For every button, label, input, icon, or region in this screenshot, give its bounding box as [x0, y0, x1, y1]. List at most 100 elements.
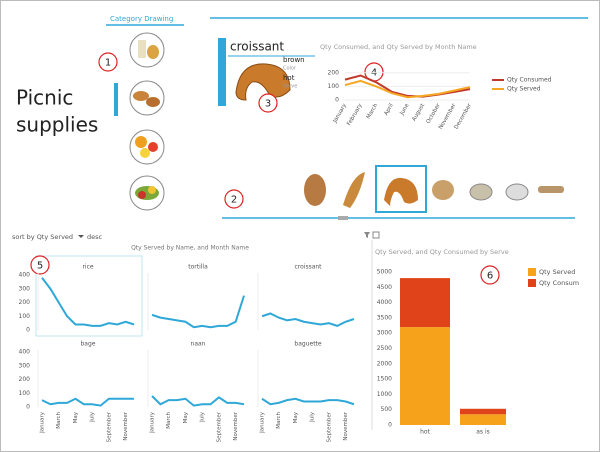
- line: [41, 277, 135, 327]
- x-tick-label: May: [73, 411, 79, 423]
- line: [344, 79, 471, 99]
- y-tick-label: 5000: [377, 269, 392, 276]
- filter-icon[interactable]: [364, 232, 370, 238]
- sort-label[interactable]: sort by Qty Served: [12, 233, 73, 241]
- y-tick-label: 3500: [377, 314, 392, 321]
- focus-icon[interactable]: [372, 231, 380, 239]
- legend-swatch: [528, 279, 536, 287]
- slicer-item[interactable]: [129, 175, 165, 211]
- x-tick-label: as is: [476, 429, 490, 436]
- thumbnail[interactable]: [505, 183, 529, 201]
- y-tick-label: 100: [328, 83, 340, 90]
- bar-segment: [460, 408, 506, 415]
- callout-circle: [98, 52, 118, 72]
- card-title: croissant: [230, 40, 284, 54]
- y-tick-label: 300: [19, 362, 31, 369]
- card-accent: [218, 38, 226, 106]
- callout-circle: [224, 189, 244, 209]
- y-tick-label: 2500: [377, 345, 392, 352]
- callout-circle: [480, 265, 500, 285]
- y-tick-label: 1500: [377, 376, 392, 383]
- sort-order[interactable]: desc: [87, 233, 103, 241]
- x-tick-label: March: [276, 412, 282, 429]
- callout-number: 2: [231, 195, 237, 206]
- y-tick-label: 0: [335, 97, 339, 104]
- x-tick-label: September: [106, 411, 112, 442]
- slicer-item[interactable]: [129, 80, 165, 116]
- y-tick-label: 3000: [377, 330, 392, 337]
- thumbnail-selected[interactable]: [375, 165, 427, 213]
- panel-title: croissant: [294, 264, 322, 271]
- sort-arrow[interactable]: [78, 235, 84, 238]
- line: [261, 397, 355, 406]
- image-strip: [304, 165, 564, 213]
- panel-title: rice: [82, 264, 93, 271]
- callout-number: 3: [265, 99, 271, 110]
- legend-label: Qty Consumed: [507, 77, 552, 84]
- x-tick-label: May: [183, 411, 189, 423]
- y-tick-label: 100: [19, 390, 31, 397]
- x-tick-label: March: [166, 412, 172, 429]
- line: [41, 397, 134, 407]
- callout-circle: [258, 93, 278, 113]
- line: [261, 312, 355, 327]
- y-tick-label: 4500: [377, 284, 392, 291]
- slicer-item[interactable]: [129, 129, 165, 165]
- y-tick-label: 200: [328, 69, 340, 76]
- thumbnail[interactable]: [538, 186, 564, 193]
- slicer-images: [129, 32, 165, 211]
- x-tick-label: January: [260, 411, 266, 434]
- legend-swatch: [528, 268, 536, 276]
- callout-number: 5: [37, 261, 43, 272]
- chart-title: Qty Served by Name, and Month Name: [131, 245, 249, 252]
- x-tick-label: hot: [420, 429, 430, 436]
- line: [151, 395, 245, 407]
- x-tick-label: May: [293, 411, 299, 423]
- heading: supplies: [16, 113, 98, 137]
- card-field-label: Color: [283, 66, 297, 72]
- thumbnail[interactable]: [432, 180, 454, 200]
- y-tick-label: 200: [19, 299, 31, 306]
- y-tick-label: 2000: [377, 360, 392, 367]
- bar-segment: [400, 327, 450, 425]
- callout-circle: [30, 255, 50, 275]
- x-tick-label: September: [326, 411, 332, 442]
- callout-number: 6: [487, 271, 493, 282]
- y-tick-label: 500: [381, 406, 393, 413]
- panel-highlight: [35, 255, 143, 337]
- y-tick-label: 0: [388, 422, 392, 429]
- panel-title: bage: [81, 341, 96, 348]
- legend-label: Qty Served: [507, 86, 541, 93]
- thumbnail[interactable]: [343, 172, 365, 208]
- y-tick-label: 1000: [377, 391, 392, 398]
- slicer-title: Category Drawing: [110, 15, 173, 23]
- thumbnail[interactable]: [384, 177, 418, 206]
- y-tick-label: 0: [26, 327, 30, 334]
- selection-bar: [114, 83, 118, 116]
- x-tick-label: September: [216, 411, 222, 442]
- card-field-value: brown: [283, 56, 305, 64]
- line: [151, 295, 245, 329]
- panel-title: baguette: [294, 341, 321, 348]
- x-tick-label: November: [343, 411, 349, 440]
- thumbnail[interactable]: [304, 174, 326, 206]
- x-tick-label: January: [40, 411, 46, 434]
- x-tick-label: July: [310, 411, 316, 423]
- thumbnail[interactable]: [469, 183, 493, 201]
- scrollbar[interactable]: [338, 216, 348, 220]
- card-field-label: Serve: [283, 84, 297, 90]
- y-tick-label: 400: [19, 349, 31, 356]
- x-tick-label: March: [56, 412, 62, 429]
- chart-title: Qty Served, and Qty Consumed by Serve: [375, 248, 509, 256]
- y-tick-label: 200: [19, 376, 31, 383]
- slicer-item[interactable]: [129, 32, 165, 68]
- legend-label: Qty Served: [539, 268, 575, 276]
- card-field-value: hot: [283, 74, 295, 82]
- bar-segment: [400, 278, 450, 328]
- callout-number: 1: [105, 58, 111, 69]
- chart-title: Qty Consumed, and Qty Served by Month Na…: [320, 43, 477, 51]
- panel-title: naan: [191, 341, 206, 348]
- line: [344, 74, 471, 98]
